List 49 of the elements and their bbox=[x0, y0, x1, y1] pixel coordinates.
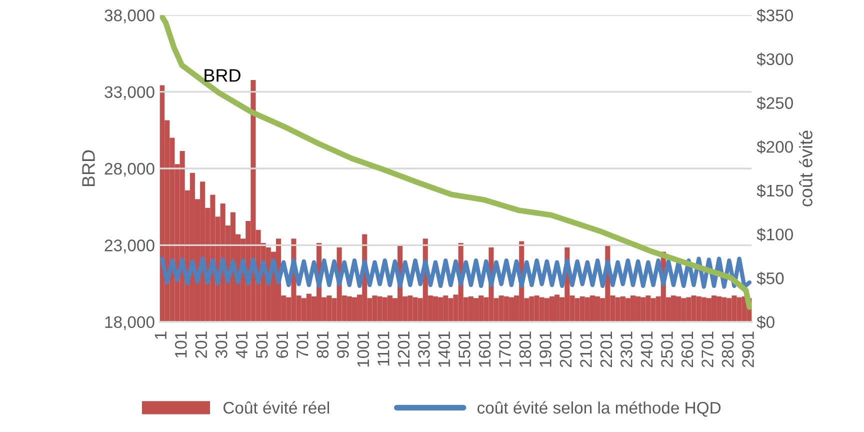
x-tick-label: 2101 bbox=[580, 332, 592, 368]
y-tick-label: 23,000 bbox=[104, 240, 154, 254]
x-tick-label: 1101 bbox=[378, 332, 390, 366]
x-tick-label: 901 bbox=[337, 332, 349, 358]
legend-label: coût évité selon la méthode HQD bbox=[477, 401, 721, 417]
y2-tick-label: $100 bbox=[756, 228, 793, 242]
x-tick-label: 201 bbox=[195, 332, 208, 358]
x-tick-label: 1701 bbox=[499, 332, 511, 367]
y2-tick-label: $0 bbox=[756, 316, 774, 330]
x-tick-label: 1401 bbox=[438, 332, 450, 367]
x-tick-label: 2901 bbox=[742, 332, 754, 368]
y-tick-label: 18,000 bbox=[105, 316, 154, 330]
x-tick-label: 601 bbox=[276, 332, 288, 358]
x-tick-label: 401 bbox=[236, 332, 248, 358]
y2-tick-label: $150 bbox=[756, 184, 793, 198]
y-tick-label: 38,000 bbox=[104, 10, 154, 24]
x-tick-label: 2401 bbox=[640, 332, 653, 368]
x-tick-label: 1501 bbox=[458, 332, 470, 367]
x-tick-label: 101 bbox=[174, 332, 187, 358]
y-tick-label: 28,000 bbox=[104, 162, 154, 177]
x-tick-label: 301 bbox=[216, 332, 228, 358]
x-tick-label: 1001 bbox=[357, 332, 370, 367]
x-tick-label: 501 bbox=[256, 332, 268, 358]
x-tick-label: 2801 bbox=[722, 332, 734, 368]
x-tick-label: 2601 bbox=[681, 332, 694, 368]
x-tick-label: 2301 bbox=[620, 332, 632, 368]
y2-tick-label: $50 bbox=[756, 272, 784, 286]
y-tick-label: 33,000 bbox=[104, 86, 154, 100]
x-tick-label: 1201 bbox=[398, 332, 410, 367]
legend-label: Coût évité réel bbox=[224, 401, 330, 414]
x-tick-label: 1 bbox=[154, 332, 166, 339]
x-tick-label: 1301 bbox=[418, 332, 430, 367]
x-tick-label: 2001 bbox=[560, 332, 572, 368]
y2-axis-title: coût évité bbox=[798, 130, 812, 206]
x-tick-label: 2201 bbox=[600, 332, 612, 368]
line-series bbox=[160, 256, 752, 289]
x-tick-label: 801 bbox=[316, 332, 329, 358]
x-tick-label: 1801 bbox=[519, 332, 532, 367]
y2-tick-label: $350 bbox=[756, 8, 793, 22]
y-axis-title: BRD bbox=[82, 150, 95, 186]
x-tick-label: 1601 bbox=[478, 332, 491, 367]
series-label: BRD bbox=[204, 69, 240, 82]
x-tick-label: 2701 bbox=[702, 332, 714, 368]
y2-tick-label: $200 bbox=[756, 140, 793, 154]
y2-tick-label: $300 bbox=[756, 52, 793, 66]
y2-tick-label: $250 bbox=[756, 96, 793, 110]
x-tick-label: 2501 bbox=[661, 332, 673, 368]
x-tick-label: 701 bbox=[296, 332, 308, 358]
x-tick-label: 1901 bbox=[540, 332, 552, 367]
